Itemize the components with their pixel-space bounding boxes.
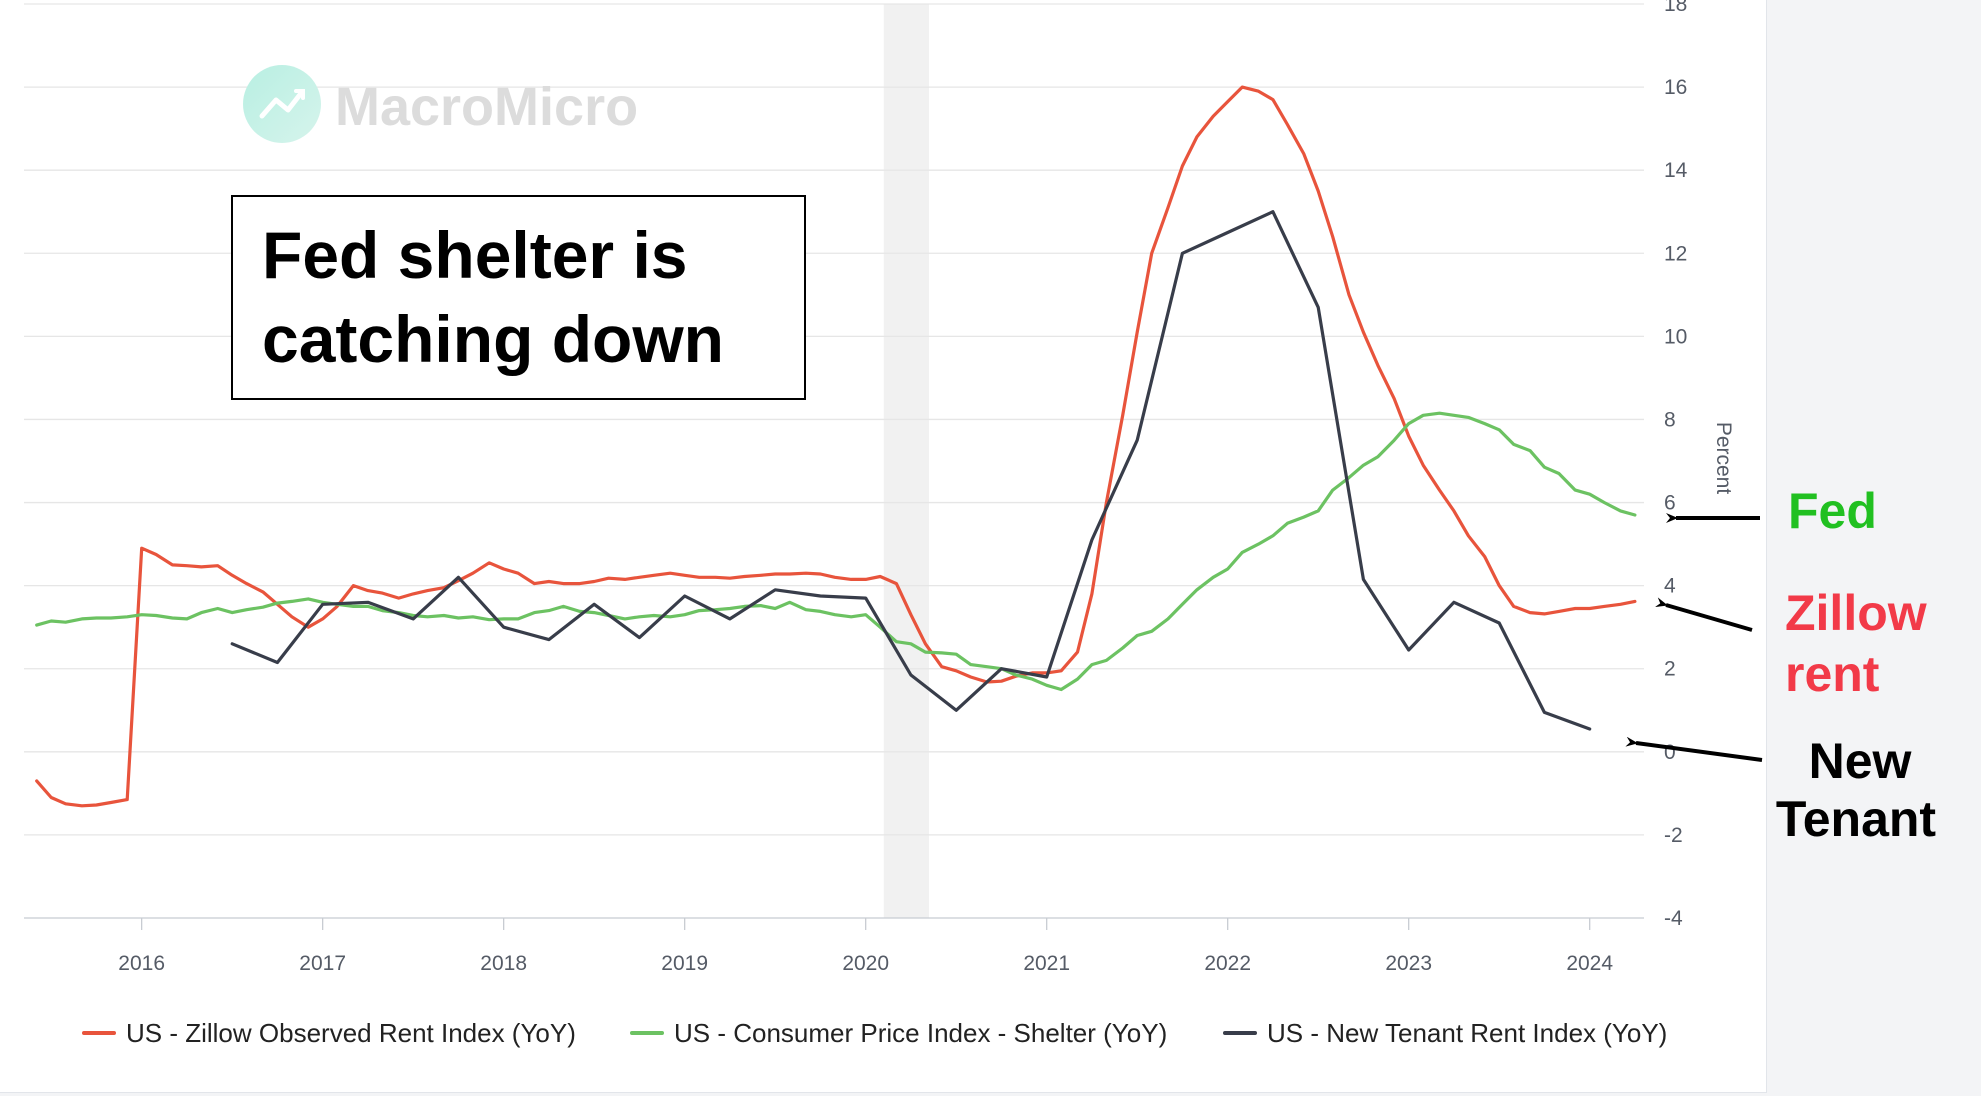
callout-box: Fed shelter is catching down [231, 195, 806, 400]
y-tick-label: 10 [1664, 325, 1687, 348]
series-line-zillow [35, 85, 1637, 808]
tenant-arrow-icon [1625, 736, 1763, 762]
callout-line-1: Fed shelter is [262, 218, 688, 292]
y-tick-label: 4 [1664, 575, 1676, 598]
watermark-text: MacroMicro [335, 77, 638, 137]
series-line-tenant [230, 210, 1592, 731]
x-tick-label: 2017 [299, 952, 346, 975]
series-lines [35, 85, 1637, 808]
x-tick-label: 2018 [480, 952, 527, 975]
legend: US - Zillow Observed Rent Index (YoY) US … [82, 1018, 1667, 1048]
y-tick-label: 8 [1664, 408, 1676, 431]
x-tick-label: 2022 [1204, 952, 1251, 975]
y-tick-label: 16 [1664, 76, 1687, 99]
legend-label: US - New Tenant Rent Index (YoY) [1267, 1018, 1667, 1048]
annotation-arrows [1625, 513, 1763, 762]
series-line-shelter [35, 411, 1637, 692]
x-tick-label: 2023 [1385, 952, 1432, 975]
y-tick-label: -2 [1664, 824, 1683, 847]
x-tick-label: 2016 [118, 952, 165, 975]
y-axis-title: Percent [1712, 422, 1735, 495]
zillow-label-line-1: Zillow [1785, 585, 1927, 641]
x-tick-label: 2021 [1023, 952, 1070, 975]
y-tick-label: 2 [1664, 658, 1676, 681]
legend-item-shelter[interactable]: US - Consumer Price Index - Shelter (YoY… [630, 1018, 1167, 1048]
y-tick-label: 12 [1664, 242, 1687, 265]
legend-item-zillow[interactable]: US - Zillow Observed Rent Index (YoY) [82, 1018, 576, 1048]
y-tick-label: 6 [1664, 492, 1676, 515]
y-tick-label: -4 [1664, 907, 1683, 930]
legend-label: US - Consumer Price Index - Shelter (YoY… [674, 1018, 1167, 1048]
chart-panel [0, 0, 1767, 1093]
x-tick-label: 2020 [842, 952, 889, 975]
zillow-arrow-icon [1655, 597, 1753, 632]
gridlines [24, 3, 1644, 919]
y-tick-label: 0 [1664, 741, 1676, 764]
fed-label: Fed [1788, 483, 1877, 539]
x-tick-label: 2019 [661, 952, 708, 975]
tenant-label-line-2: Tenant [1776, 791, 1937, 847]
tenant-label-line-1: New [1809, 733, 1912, 789]
y-tick-label: 14 [1664, 159, 1688, 182]
zillow-label-line-2: rent [1785, 646, 1880, 702]
legend-item-tenant[interactable]: US - New Tenant Rent Index (YoY) [1223, 1018, 1667, 1048]
y-axis-ticks: -4 -2 0 2 4 6 8 10 12 14 16 18 [1664, 0, 1688, 930]
legend-label: US - Zillow Observed Rent Index (YoY) [126, 1018, 576, 1048]
watermark: MacroMicro [243, 65, 638, 143]
y-tick-label: 18 [1664, 0, 1687, 16]
callout-line-2: catching down [262, 302, 724, 376]
x-axis-ticks: 2016 2017 2018 2019 2020 2021 2022 2023 2024 [118, 918, 1613, 975]
recession-band [883, 4, 930, 918]
x-tick-label: 2024 [1566, 952, 1613, 975]
